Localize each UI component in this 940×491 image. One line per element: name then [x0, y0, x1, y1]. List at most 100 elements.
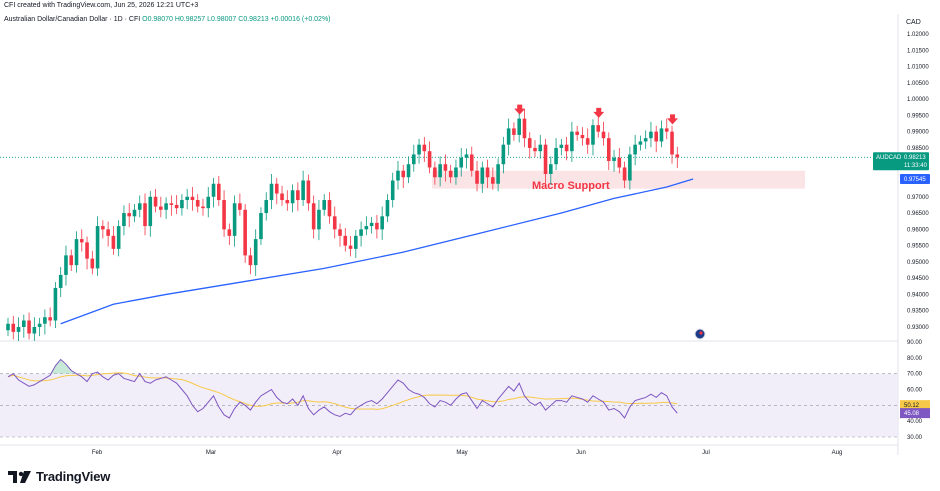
- rsi-ma-line: [7, 372, 678, 410]
- time-tick-label: May: [456, 450, 467, 456]
- candle: [443, 154, 448, 182]
- candle-body: [222, 200, 226, 230]
- support-zone: [431, 170, 805, 189]
- price-tick-label: 1.01500: [907, 48, 929, 54]
- currency-label: CAD: [906, 19, 921, 26]
- candle: [433, 161, 437, 185]
- candle-body: [306, 180, 311, 204]
- candle: [354, 229, 358, 258]
- candle-body: [101, 226, 105, 230]
- candle: [290, 184, 295, 213]
- candle: [306, 174, 311, 211]
- candle-body: [64, 255, 68, 275]
- candle-body: [317, 209, 321, 230]
- candle-body: [485, 167, 490, 178]
- candle: [612, 149, 616, 172]
- candle: [127, 203, 132, 228]
- candle: [369, 216, 374, 234]
- price-tick-label: 1.00500: [907, 81, 929, 87]
- resistance-arrow: [667, 114, 679, 125]
- symbol-legend: Australian Dollar/Canadian Dollar · 1D ·…: [4, 16, 331, 23]
- candle: [664, 118, 669, 140]
- candle: [101, 220, 105, 239]
- candle: [491, 167, 495, 190]
- candle: [22, 314, 26, 338]
- candle-body: [501, 144, 506, 165]
- candle: [148, 190, 153, 237]
- price-tick-label: 0.94500: [907, 276, 929, 282]
- candle: [143, 193, 147, 236]
- candle: [79, 229, 84, 252]
- candle-body: [296, 190, 300, 201]
- candle: [396, 160, 400, 190]
- candle-body: [106, 229, 110, 236]
- candle-body: [538, 144, 543, 152]
- candle-body: [533, 147, 537, 152]
- candle-body: [411, 154, 416, 165]
- rsi-badge: [900, 408, 930, 419]
- candle-body: [90, 258, 95, 269]
- candle: [174, 195, 179, 215]
- candle: [380, 206, 384, 241]
- candle-body: [195, 200, 200, 207]
- candle: [654, 125, 659, 153]
- candle-body: [601, 131, 606, 139]
- candle-body: [322, 200, 326, 210]
- candle: [659, 120, 664, 148]
- candle: [459, 147, 464, 177]
- candle-body: [143, 203, 147, 227]
- candle: [253, 229, 258, 276]
- candle-body: [359, 229, 363, 236]
- time-tick-label: Mar: [206, 450, 216, 456]
- price-tick-label: 1.01000: [907, 65, 929, 71]
- candle-body: [269, 183, 274, 201]
- time-tick-label: Aug: [832, 450, 843, 456]
- candle-body: [554, 147, 558, 165]
- rsi-band: [0, 373, 898, 437]
- candle: [475, 160, 479, 192]
- candle: [227, 223, 232, 245]
- candle-body: [396, 170, 400, 181]
- candle: [448, 164, 453, 184]
- candle: [427, 141, 432, 174]
- candle: [496, 158, 500, 192]
- candle-body: [206, 196, 211, 209]
- candle: [95, 216, 100, 276]
- candle-body: [253, 239, 258, 266]
- candle-body: [285, 200, 290, 204]
- candle-body: [380, 216, 384, 230]
- candle: [137, 195, 142, 218]
- candle-body: [570, 131, 574, 152]
- candle: [622, 161, 627, 188]
- candle-body: [649, 131, 653, 139]
- candle: [32, 317, 37, 341]
- candle: [11, 315, 16, 340]
- candle: [280, 185, 284, 206]
- candle: [675, 146, 680, 169]
- candle: [606, 132, 611, 171]
- candle: [90, 250, 95, 275]
- candle-body: [654, 131, 659, 142]
- candle: [596, 117, 601, 138]
- candle: [359, 221, 363, 247]
- candle: [301, 170, 305, 206]
- candle-body: [448, 170, 453, 178]
- candle: [512, 122, 516, 141]
- candle: [69, 249, 74, 272]
- candle: [454, 159, 458, 185]
- last-price-badge: [873, 152, 929, 171]
- candle-body: [575, 131, 579, 135]
- candle: [643, 130, 648, 149]
- candle: [159, 196, 163, 218]
- candle: [580, 127, 585, 146]
- candle-body: [564, 144, 569, 152]
- candle: [591, 119, 595, 156]
- tradingview-logo[interactable]: TradingView: [8, 469, 110, 484]
- tradingview-logo-icon: [8, 470, 31, 483]
- candle-body: [201, 206, 205, 209]
- price-tick-label: 0.96500: [907, 211, 929, 217]
- rsi-tick-label: 80.00: [907, 356, 923, 362]
- candle: [322, 194, 326, 216]
- candle: [48, 307, 52, 327]
